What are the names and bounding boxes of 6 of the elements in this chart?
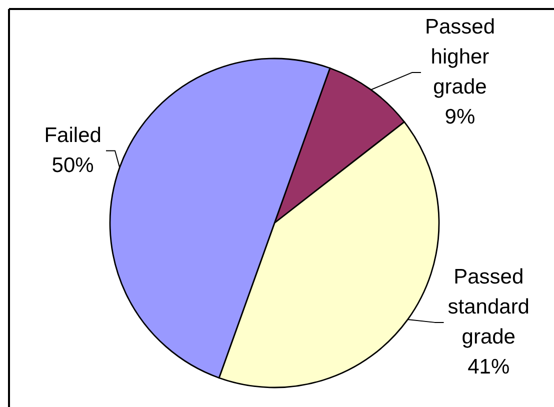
slice-label: Passed higher grade xyxy=(424,16,496,99)
data-label: 41% xyxy=(468,355,510,378)
data-label: 50% xyxy=(52,154,94,177)
slice-label: Passed standard grade xyxy=(448,265,530,348)
data-label: 9% xyxy=(444,106,476,129)
slice-label: Failed xyxy=(44,124,102,147)
